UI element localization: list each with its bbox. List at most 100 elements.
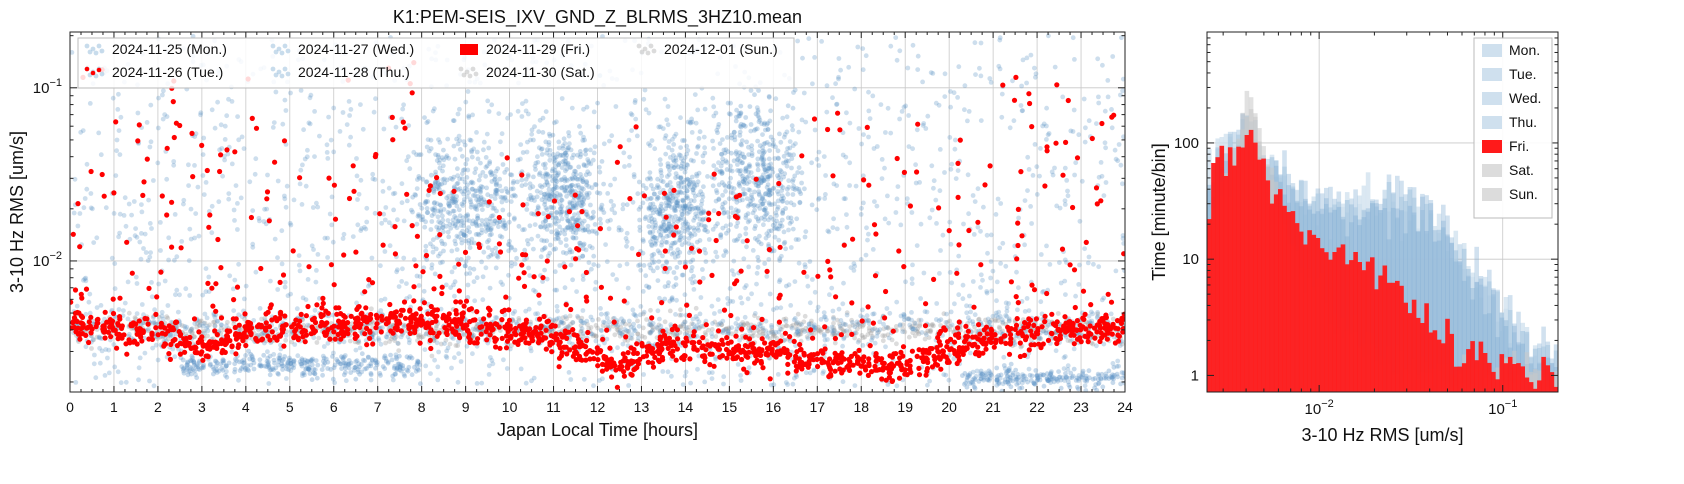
data-point-weekday	[691, 181, 696, 187]
data-point-weekday	[181, 201, 186, 207]
data-point-weekend	[1065, 338, 1071, 343]
data-point-weekday	[903, 103, 908, 109]
data-point-weekday	[486, 363, 492, 369]
data-point-weekday	[734, 326, 740, 332]
data-point-weekday	[942, 94, 948, 99]
data-point-weekday	[467, 197, 473, 203]
data-point-weekday	[436, 182, 441, 188]
data-point-weekday	[1062, 198, 1068, 204]
data-point-weekday	[357, 345, 363, 351]
data-point-weekday	[221, 360, 226, 366]
data-point-weekend	[740, 320, 746, 325]
data-point-weekday	[973, 72, 978, 77]
data-point-weekday	[457, 176, 462, 182]
data-point-weekday	[1010, 378, 1016, 384]
data-point-weekday	[787, 145, 793, 151]
data-point-weekday	[871, 311, 877, 317]
data-point-weekday	[483, 155, 489, 160]
data-point-weekday	[978, 118, 984, 123]
data-point-weekday	[1013, 367, 1019, 373]
data-point-weekday	[502, 222, 507, 228]
data-point-weekday	[569, 187, 575, 193]
data-point-weekday	[442, 341, 447, 346]
data-point-weekday	[453, 197, 459, 203]
data-point-weekday	[301, 360, 307, 365]
data-point-weekday	[883, 130, 888, 135]
data-point-weekday	[162, 278, 168, 284]
data-point-weekday	[752, 207, 757, 213]
data-point-weekday	[558, 193, 563, 199]
data-point-weekday	[721, 381, 726, 387]
data-point-weekend	[947, 318, 952, 324]
data-point-weekday	[134, 311, 140, 316]
data-point-weekday	[1065, 367, 1071, 372]
data-point-weekday	[456, 207, 462, 213]
data-point-weekend	[741, 322, 747, 328]
data-point-weekday	[215, 319, 220, 324]
data-point-weekday	[637, 228, 643, 234]
data-point-weekday	[81, 277, 86, 283]
data-point-weekday	[836, 74, 841, 80]
data-point-weekday	[784, 186, 790, 192]
data-point-weekday	[439, 241, 445, 247]
data-point-weekday	[750, 197, 755, 202]
data-point-weekday	[807, 300, 813, 306]
data-point-weekday	[905, 65, 911, 71]
data-point-weekday	[450, 176, 455, 182]
data-point-weekday	[71, 210, 77, 216]
data-point-weekday	[780, 115, 786, 121]
data-point-weekend	[795, 311, 801, 317]
data-point-weekday	[542, 165, 548, 171]
data-point-weekday	[304, 154, 310, 160]
data-point-weekday	[1062, 165, 1068, 171]
data-point-weekday	[354, 156, 359, 161]
data-point-weekday	[955, 95, 960, 100]
data-point-weekday	[417, 202, 423, 207]
data-point-weekend	[900, 326, 906, 332]
data-point-weekday	[995, 196, 1001, 202]
data-point-weekend	[931, 323, 936, 329]
data-point-weekday	[490, 361, 496, 367]
data-point-weekday	[416, 283, 422, 288]
data-point-weekday	[786, 178, 792, 184]
data-point-weekday	[698, 295, 704, 300]
data-point-weekday	[564, 147, 570, 153]
data-point-weekday	[791, 90, 796, 95]
data-point-weekday	[264, 206, 270, 212]
data-point-weekday	[385, 331, 391, 337]
data-point-weekday	[450, 208, 456, 214]
data-point-weekend	[1090, 341, 1096, 347]
data-point-weekday	[787, 139, 793, 145]
data-point-weekday	[1090, 376, 1096, 382]
data-point-weekday	[464, 271, 469, 277]
data-point-weekday	[1082, 139, 1088, 145]
data-point-weekday	[1066, 379, 1071, 385]
data-point-weekday	[459, 176, 465, 182]
data-point-weekday	[806, 36, 812, 41]
data-point-weekday	[392, 190, 398, 196]
data-point-weekday	[752, 189, 757, 195]
data-point-weekday	[1014, 269, 1019, 275]
data-point-weekday	[737, 198, 743, 203]
data-point-weekday	[884, 306, 890, 311]
data-point-weekday	[400, 106, 406, 112]
data-point-weekend	[610, 323, 616, 329]
data-point-weekday	[431, 211, 437, 217]
data-point-weekday	[465, 89, 471, 94]
data-point-weekday	[642, 87, 648, 93]
data-point-weekday	[380, 178, 386, 184]
data-point-weekday	[428, 137, 434, 143]
data-point-weekday	[670, 137, 675, 142]
data-point-weekday	[401, 218, 407, 224]
data-point-weekday	[451, 208, 457, 214]
data-point-weekday	[658, 162, 664, 167]
data-point-weekday	[695, 366, 700, 372]
data-point-weekday	[605, 218, 611, 224]
data-point-weekday	[637, 262, 643, 268]
data-point-weekday	[994, 378, 1000, 384]
data-point-weekday	[776, 237, 782, 243]
data-point-weekday	[836, 76, 841, 82]
data-point-weekday	[844, 224, 850, 230]
data-point-weekday	[701, 208, 707, 214]
data-point-weekday	[962, 83, 968, 89]
